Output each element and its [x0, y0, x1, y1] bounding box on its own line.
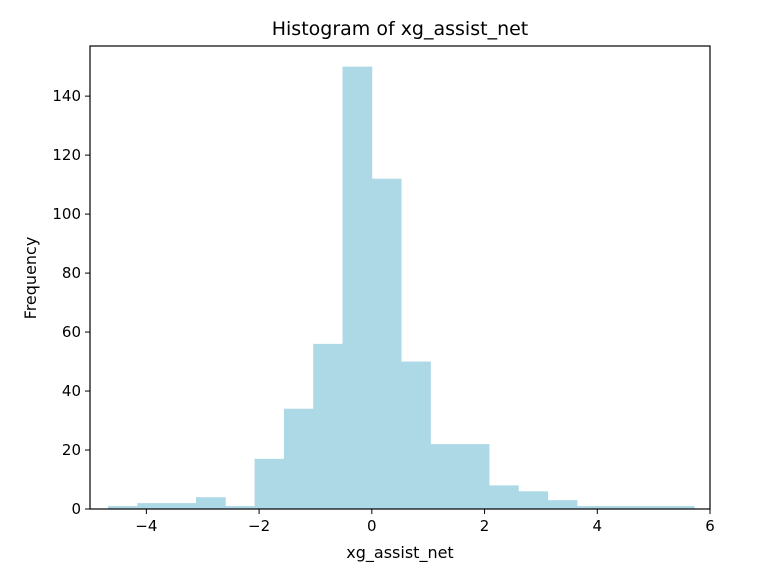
x-axis-label: xg_assist_net: [346, 543, 453, 563]
histogram-bar-19: [664, 506, 695, 509]
histogram-bar-11: [430, 444, 461, 509]
y-tick-label: 40: [62, 382, 81, 400]
y-tick-label: 100: [52, 205, 81, 223]
histogram-bar-8: [342, 66, 373, 509]
x-tick-label: 2: [480, 517, 490, 535]
y-tick-label: 0: [71, 500, 81, 518]
y-tick-label: 80: [62, 264, 81, 282]
x-tick-label: 0: [367, 517, 377, 535]
histogram-bar-13: [489, 485, 519, 509]
histogram-bar-6: [283, 408, 314, 509]
histogram-bar-14: [518, 491, 549, 509]
histogram-bar-16: [576, 506, 607, 509]
x-tick-label: −2: [248, 517, 270, 535]
histogram-bar-15: [547, 500, 578, 509]
x-tick-label: 4: [592, 517, 602, 535]
histogram-bar-7: [313, 343, 343, 509]
histogram-bar-17: [606, 506, 636, 509]
histogram-bar-0: [108, 506, 138, 509]
y-axis-label: Frequency: [21, 237, 40, 320]
histogram-bar-12: [459, 444, 490, 509]
histogram-bar-18: [635, 506, 666, 509]
histogram-bar-1: [137, 503, 168, 509]
x-tick-label: −4: [135, 517, 157, 535]
histogram-bar-9: [371, 178, 402, 509]
y-tick-label: 20: [62, 441, 81, 459]
histogram-bar-2: [166, 503, 197, 509]
histogram-bar-10: [401, 361, 431, 509]
y-tick-label: 140: [52, 87, 81, 105]
y-axis: 0 20 40 60 80 100 120 140: [52, 87, 90, 518]
histogram-bar-3: [195, 497, 226, 509]
y-tick-label: 60: [62, 323, 81, 341]
bars-layer: [108, 66, 695, 509]
plot-frame: [89, 45, 711, 510]
chart-title: Histogram of xg_assist_net: [272, 18, 529, 40]
x-axis: −4 −2 0 2 4 6: [135, 509, 715, 535]
histogram-bar-4: [225, 506, 255, 509]
histogram-bar-5: [254, 458, 285, 509]
y-tick-label: 120: [52, 146, 81, 164]
x-tick-label: 6: [705, 517, 715, 535]
